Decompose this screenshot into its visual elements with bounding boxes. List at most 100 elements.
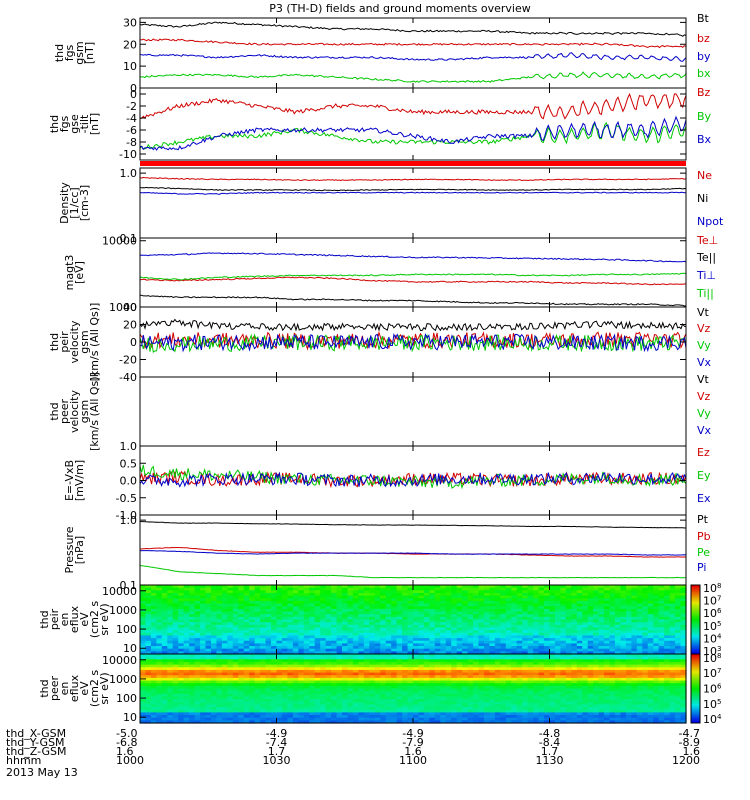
- spectrogram-cell: [483, 696, 491, 700]
- spectrogram-cell: [505, 712, 512, 716]
- spectrogram-cell: [205, 688, 212, 692]
- spectrogram-cell: [380, 688, 387, 692]
- spectrogram-cell: [483, 715, 491, 719]
- spectrogram-cell: [243, 640, 250, 644]
- spectrogram-cell: [243, 614, 250, 618]
- spectrogram-cell: [483, 659, 491, 663]
- spectrogram-cell: [260, 675, 267, 679]
- spectrogram-cell: [374, 656, 381, 660]
- spectrogram-cell: [407, 656, 414, 660]
- spectrogram-cell: [227, 709, 234, 713]
- spectrogram-cell: [554, 693, 562, 698]
- spectrogram-cell: [593, 651, 600, 655]
- spectrogram-cell: [331, 691, 338, 695]
- spectrogram-cell: [418, 675, 425, 679]
- spectrogram-cell: [216, 643, 223, 647]
- spectrogram-cell: [429, 667, 436, 671]
- spectrogram-cell: [363, 696, 370, 700]
- spectrogram-cell: [325, 611, 332, 615]
- spectrogram-cell: [669, 638, 676, 642]
- spectrogram-cell: [336, 712, 343, 716]
- spectrogram-cell: [500, 688, 507, 692]
- spectrogram-cell: [271, 696, 278, 700]
- spectrogram-cell: [221, 675, 228, 679]
- spectrogram-cell: [473, 630, 480, 634]
- spectrogram-cell: [456, 659, 463, 663]
- spectrogram-cell: [538, 696, 545, 700]
- spectrogram-cell: [287, 683, 294, 687]
- legend-entry: Vy: [697, 339, 711, 352]
- spectrogram-cell: [527, 638, 534, 642]
- spectrogram-cell: [587, 622, 594, 626]
- spectrogram-cell: [516, 619, 523, 623]
- spectrogram-cell: [462, 587, 469, 591]
- spectrogram-cell: [565, 699, 572, 703]
- spectrogram-cell: [161, 632, 168, 637]
- spectrogram-cell: [554, 624, 562, 629]
- spectrogram-cell: [402, 709, 409, 713]
- spectrogram-cell: [227, 640, 234, 644]
- spectrogram-cell: [478, 701, 485, 706]
- spectrogram-cell: [434, 654, 441, 658]
- spectrogram-cell: [489, 701, 496, 706]
- spectrogram-cell: [636, 585, 643, 589]
- spectrogram-cell: [527, 659, 534, 663]
- spectrogram-cell: [194, 691, 201, 695]
- spectrogram-cell: [200, 715, 207, 719]
- spectrogram-cell: [516, 595, 523, 599]
- spectrogram-cell: [140, 709, 147, 713]
- spectrogram-cell: [167, 667, 174, 671]
- spectrogram-cell: [232, 638, 239, 642]
- spectrogram-cell: [462, 688, 469, 692]
- spectrogram-cell: [221, 667, 228, 671]
- spectrogram-cell: [161, 675, 168, 679]
- spectrogram-cell: [178, 672, 185, 676]
- spectrogram-cell: [298, 720, 305, 724]
- spectrogram-cell: [347, 699, 354, 703]
- spectrogram-cell: [434, 635, 441, 639]
- spectrogram-cell: [314, 640, 321, 644]
- spectrogram-cell: [402, 603, 409, 607]
- spectrogram-cell: [642, 616, 649, 621]
- spectrogram-cell: [380, 624, 387, 629]
- spectrogram-cell: [544, 590, 551, 594]
- spectrogram-cell: [522, 717, 529, 721]
- spectrogram-cell: [243, 659, 250, 663]
- spectrogram-cell: [533, 619, 540, 623]
- spectrogram-cell: [325, 648, 332, 652]
- spectrogram-cell: [156, 672, 163, 676]
- spectrogram-cell: [615, 587, 622, 591]
- spectrogram-cell: [631, 585, 638, 589]
- spectrogram-cell: [500, 685, 507, 690]
- spectrogram-cell: [413, 654, 420, 658]
- spectrogram-cell: [500, 659, 507, 663]
- spectrogram-cell: [358, 683, 365, 687]
- spectrogram-cell: [150, 619, 157, 623]
- spectrogram-cell: [210, 712, 218, 716]
- spectrogram-cell: [216, 699, 223, 703]
- spectrogram-cell: [571, 598, 578, 602]
- spectrogram-cell: [554, 592, 562, 597]
- spectrogram-cell: [680, 608, 687, 613]
- spectrogram-cell: [636, 592, 643, 597]
- legend-entry: Pe: [697, 546, 710, 559]
- series-line-Pb: [139, 546, 686, 558]
- spectrogram-cell: [243, 590, 250, 594]
- spectrogram-cell: [210, 608, 218, 613]
- spectrogram-cell: [303, 707, 310, 711]
- spectrogram-cell: [505, 693, 512, 698]
- spectrogram-cell: [352, 616, 359, 621]
- spectrogram-cell: [582, 646, 589, 650]
- spectrogram-cell: [292, 638, 299, 642]
- spectrogram-cell: [489, 720, 496, 724]
- spectrogram-cell: [347, 707, 354, 711]
- spectrogram-cell: [527, 630, 534, 634]
- spectrogram-cell: [462, 648, 469, 652]
- spectrogram-cell: [445, 585, 452, 589]
- spectrogram-cell: [298, 632, 305, 637]
- spectrogram-cell: [156, 654, 163, 658]
- spectrogram-cell: [473, 691, 480, 695]
- spectrogram-cell: [342, 646, 349, 650]
- spectrogram-cell: [145, 659, 152, 663]
- spectrogram-cell: [565, 715, 572, 719]
